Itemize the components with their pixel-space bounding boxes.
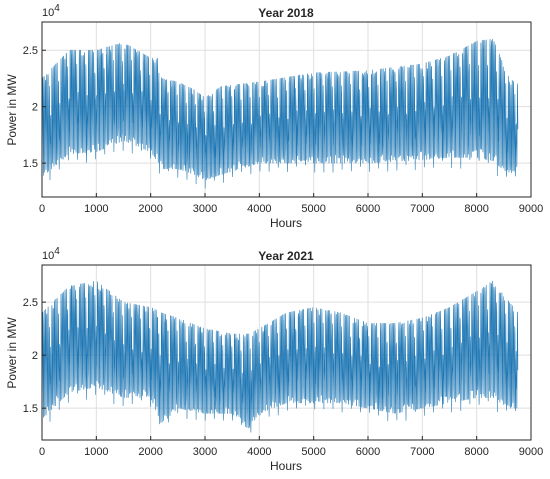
ticks-2018: 0 1000 2000 3000 4000 5000 6000 7000 8000 9000 1.5… bbox=[23, 45, 544, 215]
x-tick-label: 2000 bbox=[138, 203, 162, 215]
series-2018 bbox=[41, 38, 519, 189]
x-tick-label: 9000 bbox=[519, 446, 543, 458]
y-tick-label: 1.5 bbox=[23, 158, 38, 170]
x-tick-label: 2000 bbox=[138, 446, 162, 458]
ticks-2021: 0 1000 2000 3000 4000 5000 6000 7000 8000 9000 1.5… bbox=[23, 297, 544, 458]
x-tick-label: 3000 bbox=[193, 203, 217, 215]
y-exponent-2021: 104 bbox=[42, 246, 60, 262]
exp-base-2021: 10 bbox=[42, 250, 54, 262]
x-axis-label-2018: Hours bbox=[270, 216, 302, 230]
x-tick-label: 8000 bbox=[464, 203, 488, 215]
x-tick-label: 0 bbox=[39, 446, 45, 458]
x-tick-label: 6000 bbox=[356, 203, 380, 215]
y-tick-label: 2 bbox=[32, 350, 38, 362]
x-tick-label: 6000 bbox=[356, 446, 380, 458]
series-line bbox=[41, 38, 519, 189]
x-tick-label: 4000 bbox=[247, 446, 271, 458]
y-axis-label-2018: Power in MW bbox=[5, 74, 19, 146]
y-tick-label: 2 bbox=[32, 102, 38, 114]
axes-box-2018 bbox=[41, 21, 532, 198]
x-tick-label: 3000 bbox=[193, 446, 217, 458]
x-tick-label: 1000 bbox=[84, 203, 108, 215]
panel-2018: 0 1000 2000 3000 4000 5000 6000 7000 8000 9000 1.5… bbox=[5, 3, 543, 230]
y-tick-label: 1.5 bbox=[23, 403, 38, 415]
y-tick-label: 2.5 bbox=[23, 45, 38, 57]
y-axis-label-2021: Power in MW bbox=[5, 317, 19, 389]
chart-title-2021: Year 2021 bbox=[258, 249, 314, 263]
chart-title-2018: Year 2018 bbox=[258, 6, 314, 20]
series-2021 bbox=[41, 280, 519, 433]
y-exponent-2018: 104 bbox=[42, 3, 60, 19]
x-tick-label: 7000 bbox=[410, 446, 434, 458]
x-tick-label: 7000 bbox=[410, 203, 434, 215]
exp-power-2018: 4 bbox=[54, 3, 60, 14]
x-axis-label-2021: Hours bbox=[270, 459, 302, 473]
y-tick-label: 2.5 bbox=[23, 297, 38, 309]
axes-box-2021 bbox=[41, 264, 532, 441]
x-tick-label: 9000 bbox=[519, 203, 543, 215]
x-tick-label: 5000 bbox=[301, 446, 325, 458]
panel-2021: 0 1000 2000 3000 4000 5000 6000 7000 8000 9000 1.5… bbox=[5, 246, 543, 473]
x-tick-label: 1000 bbox=[84, 446, 108, 458]
exp-power-2021: 4 bbox=[54, 246, 60, 257]
series-line bbox=[41, 280, 519, 433]
x-tick-label: 5000 bbox=[301, 203, 325, 215]
x-tick-label: 0 bbox=[39, 203, 45, 215]
x-tick-label: 8000 bbox=[464, 446, 488, 458]
exp-base-2018: 10 bbox=[42, 7, 54, 19]
x-tick-label: 4000 bbox=[247, 203, 271, 215]
